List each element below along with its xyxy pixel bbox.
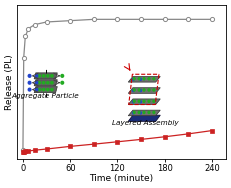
Circle shape (28, 81, 31, 84)
Circle shape (38, 82, 41, 84)
X-axis label: Time (minute): Time (minute) (89, 174, 153, 183)
Circle shape (143, 89, 145, 91)
Circle shape (38, 88, 41, 91)
Polygon shape (128, 115, 160, 121)
Circle shape (140, 101, 141, 103)
Circle shape (140, 67, 141, 69)
Circle shape (132, 78, 134, 80)
Text: Layered Assembly: Layered Assembly (112, 120, 179, 126)
Circle shape (61, 81, 64, 84)
Circle shape (51, 82, 53, 84)
Circle shape (153, 100, 155, 102)
Circle shape (138, 100, 140, 102)
Circle shape (28, 88, 31, 91)
Circle shape (35, 75, 38, 77)
Polygon shape (34, 80, 57, 86)
Circle shape (148, 111, 150, 114)
Circle shape (138, 66, 140, 69)
Circle shape (153, 78, 155, 80)
Circle shape (43, 82, 45, 84)
Circle shape (153, 66, 155, 69)
Polygon shape (128, 110, 160, 116)
Circle shape (153, 111, 155, 114)
Circle shape (43, 75, 45, 77)
Polygon shape (128, 77, 160, 82)
Circle shape (132, 67, 134, 69)
Circle shape (133, 66, 135, 69)
Circle shape (47, 88, 49, 91)
Circle shape (132, 89, 134, 92)
Circle shape (143, 111, 145, 114)
Circle shape (143, 66, 145, 69)
Y-axis label: Release (PL): Release (PL) (5, 54, 14, 110)
Circle shape (28, 74, 31, 77)
Circle shape (61, 74, 64, 77)
Circle shape (35, 88, 38, 91)
Circle shape (138, 78, 140, 80)
Circle shape (133, 89, 135, 91)
Circle shape (143, 100, 145, 102)
Polygon shape (128, 65, 160, 71)
Polygon shape (128, 88, 160, 93)
Polygon shape (34, 73, 57, 79)
Circle shape (133, 78, 135, 80)
Circle shape (148, 100, 150, 102)
Polygon shape (128, 99, 160, 105)
Circle shape (51, 75, 53, 77)
Circle shape (140, 78, 141, 80)
Circle shape (43, 88, 45, 91)
Circle shape (148, 78, 150, 80)
Circle shape (140, 89, 141, 92)
Circle shape (47, 82, 49, 84)
Circle shape (132, 112, 134, 114)
Circle shape (130, 64, 132, 67)
Circle shape (133, 111, 135, 114)
Circle shape (47, 75, 49, 77)
Circle shape (51, 88, 53, 91)
Circle shape (35, 82, 38, 84)
Circle shape (38, 75, 41, 77)
Circle shape (133, 100, 135, 102)
Circle shape (148, 89, 150, 91)
Circle shape (138, 89, 140, 91)
Circle shape (143, 78, 145, 80)
Circle shape (132, 101, 134, 103)
Polygon shape (34, 87, 57, 93)
Circle shape (138, 111, 140, 114)
Circle shape (127, 64, 129, 67)
Text: Aggregate Particle: Aggregate Particle (12, 93, 80, 99)
Circle shape (140, 112, 141, 114)
Circle shape (153, 89, 155, 91)
Circle shape (148, 66, 150, 69)
